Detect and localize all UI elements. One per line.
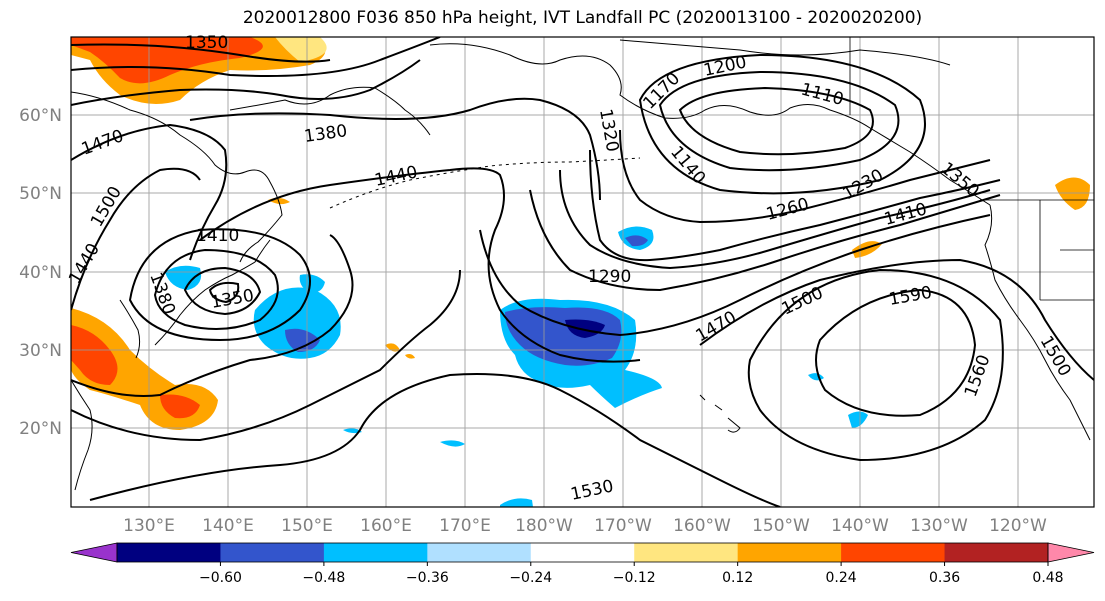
lon-label: 150°W (752, 516, 810, 536)
colorbar-tick-label: 0.48 (1032, 570, 1063, 586)
longitude-labels: 130°E 140°E 150°E 160°E 170°E 180°W 170°… (123, 516, 1047, 536)
lon-label: 150°E (281, 516, 333, 536)
shade-positive-nw-core (71, 37, 263, 84)
lat-label: 60°N (19, 106, 62, 126)
colorbar-segment (220, 543, 325, 562)
shade-negative-small4 (440, 440, 465, 447)
ivt-shading (71, 37, 1090, 507)
colorbar-segments (70, 542, 1095, 563)
contour-low-ak-1 (638, 53, 926, 195)
contour-low-core (208, 281, 240, 304)
colorbar-segment (841, 543, 946, 562)
map-frame (70, 36, 1095, 508)
contour-1440-main (199, 167, 641, 363)
shade-positive-small2 (1055, 177, 1090, 210)
coast-kamchatka (229, 86, 431, 136)
contour-1560 (747, 268, 1004, 462)
contour-1410-nw (71, 59, 421, 106)
colorbar-tick-label: −0.48 (302, 570, 345, 586)
coast-border-canada (849, 37, 1094, 301)
contour-1500-south (71, 269, 461, 442)
lat-label: 40°N (19, 263, 62, 283)
contour-1590 (815, 288, 977, 417)
lon-label: 170°W (594, 516, 652, 536)
contour-1380-nw (71, 37, 441, 77)
shade-negative-small2 (848, 411, 868, 428)
lon-label: 120°W (989, 516, 1047, 536)
colorbar-tick-label: −0.24 (509, 570, 552, 586)
colorbar-tick-label: 0.36 (929, 570, 960, 586)
lon-label: 160°E (360, 516, 412, 536)
colorbar-extend-low (70, 542, 118, 563)
lat-label: 20°N (19, 419, 62, 439)
colorbar-segment (530, 543, 635, 562)
lon-label: 130°E (123, 516, 175, 536)
height-contours (71, 37, 1094, 507)
shade-negative-small1-core (625, 235, 648, 247)
colorbar-extend-high (1047, 542, 1095, 563)
coast-korea (119, 299, 141, 359)
contour-low-mid (153, 248, 279, 330)
contour-1260 (619, 129, 991, 224)
contour-1500-w (71, 167, 201, 311)
contour-low-ak-2 (658, 70, 900, 172)
contour-1440-mid (529, 189, 1001, 292)
shade-negative-small5 (500, 498, 533, 507)
contour-label: 1350 (185, 33, 228, 53)
coast-alaska-north (619, 39, 951, 66)
colorbar-segment (117, 543, 221, 562)
colorbar-segment (323, 543, 428, 562)
colorbar-ticks: −0.60 −0.48 −0.36 −0.24 −0.12 0.12 0.24 0.36 0.4… (199, 562, 1064, 586)
colorbar-tick-label: 0.24 (826, 570, 857, 586)
colorbar-tick-label: −0.60 (199, 570, 242, 586)
lon-label: 160°W (673, 516, 731, 536)
shade-positive-nw-yellow (275, 37, 327, 62)
contour-low-ak-3 (678, 86, 874, 156)
contour-label: 1290 (588, 267, 631, 287)
shade-positive-sw-core (71, 325, 118, 385)
colorbar-segment (634, 543, 739, 562)
lat-label: 50°N (19, 184, 62, 204)
contour-1410-mid (559, 169, 991, 270)
colorbar-segment (944, 543, 1049, 562)
contour-1500-east (699, 258, 1094, 381)
lon-label: 140°E (202, 516, 254, 536)
lon-label: 140°W (831, 516, 889, 536)
coast-china (71, 379, 93, 491)
shade-positive-sw-core2 (160, 394, 200, 419)
lon-label: 130°W (910, 516, 968, 536)
map-title: 2020012800 F036 850 hPa height, IVT Land… (242, 8, 923, 28)
contour-1350-nw (71, 43, 331, 63)
colorbar-tick-label: −0.36 (406, 570, 449, 586)
coast-hawaii (699, 394, 741, 433)
colorbar: −0.60 −0.48 −0.36 −0.24 −0.12 0.12 0.24 0.36 0.4… (70, 542, 1095, 586)
contour-1470-nw (71, 123, 228, 261)
contour-1470-south (71, 234, 354, 397)
contour-1380-main (189, 97, 601, 201)
contour-low-inner (183, 266, 262, 316)
lat-label: 30°N (19, 341, 62, 361)
latitude-labels: 60°N 50°N 40°N 30°N 20°N (19, 106, 62, 439)
shade-positive-small5 (405, 354, 415, 359)
colorbar-segment (427, 543, 532, 562)
contour-1530 (89, 373, 781, 507)
shade-negative-west3 (299, 274, 325, 293)
contour-label: 1410 (196, 226, 239, 246)
map-panel: 1350 1470 1500 1380 1440 1410 1440 1380 … (19, 33, 1095, 536)
contour-low-outer (128, 228, 311, 342)
coast-nw-america (984, 204, 1091, 441)
coast-alaska (429, 43, 991, 206)
lon-label: 170°E (439, 516, 491, 536)
colorbar-tick-label: −0.12 (613, 570, 656, 586)
contour-1290 (589, 149, 1001, 262)
colorbar-tick-label: 0.12 (722, 570, 753, 586)
shade-negative-central-core (565, 319, 605, 338)
shade-negative-west-mid (285, 328, 320, 352)
contour-1470-mid (479, 214, 991, 337)
colorbar-frame (116, 542, 1049, 563)
lon-label: 180°W (515, 516, 573, 536)
shade-negative-small6 (343, 428, 362, 434)
colorbar-segment (737, 543, 842, 562)
